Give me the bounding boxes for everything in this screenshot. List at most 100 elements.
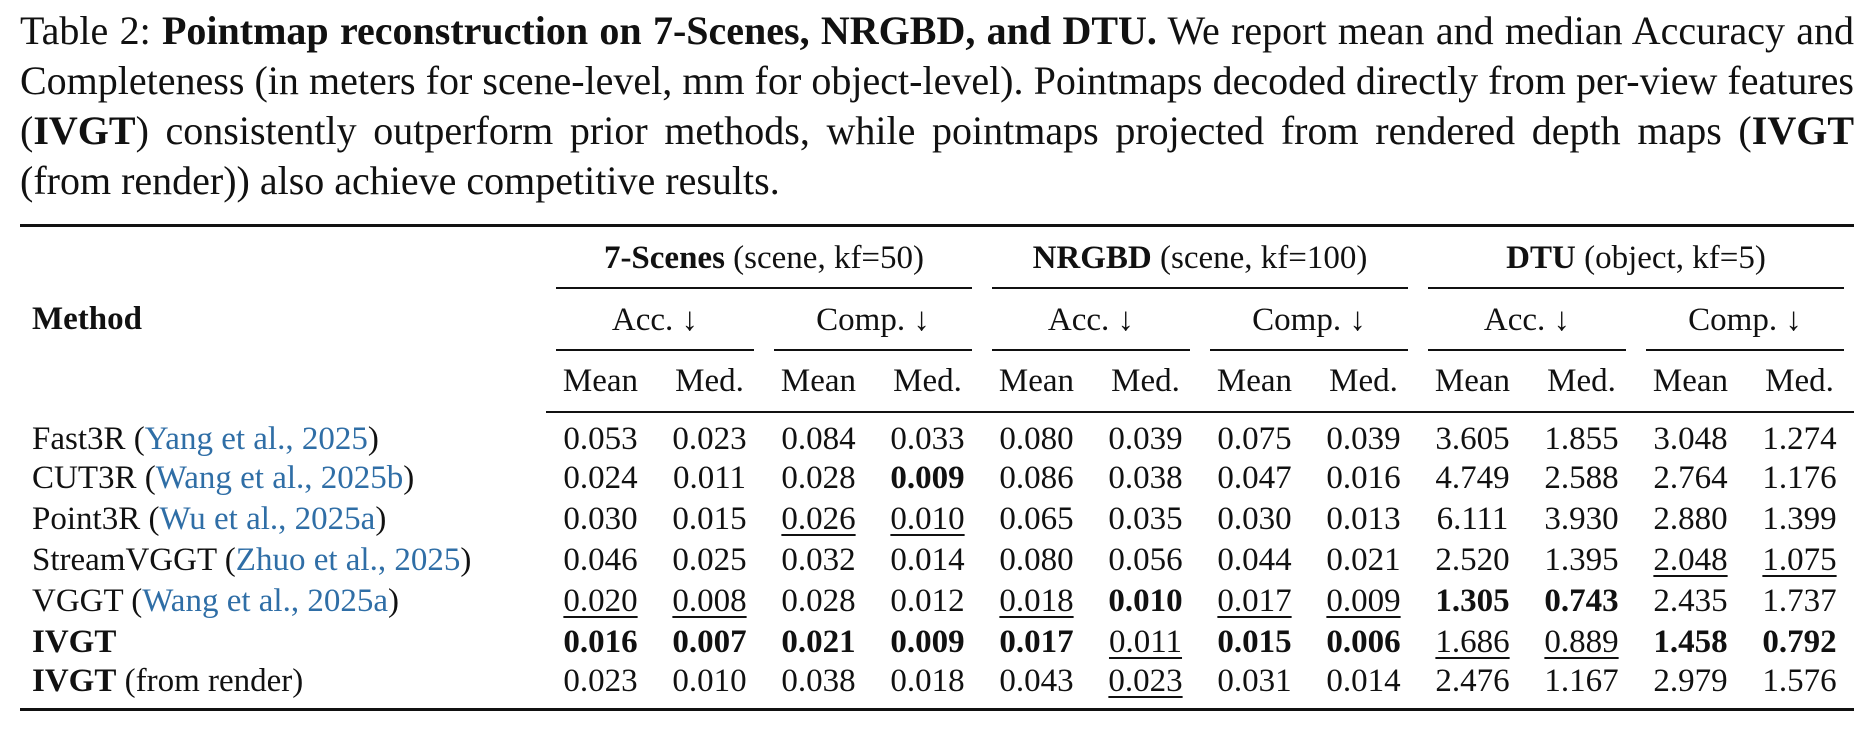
table-row: CUT3R (Wang et al., 2025b) 0.024 0.011 0.02… — [20, 458, 1854, 499]
table-row: VGGT (Wang et al., 2025a) 0.020 0.008 0.028… — [20, 581, 1854, 622]
value-cell: 4.749 — [1418, 458, 1527, 499]
metric-label: Comp. ↓ — [1688, 302, 1802, 338]
caption-text: Pointmap reconstruction on 7-Scenes, NRG… — [162, 8, 1157, 53]
group-header: DTU (object, kf=5) — [1418, 226, 1854, 289]
metric-rule: Comp. ↓ — [1646, 302, 1844, 351]
value: 0.889 — [1544, 624, 1619, 660]
value: 0.047 — [1217, 460, 1292, 496]
value-cell: 1.395 — [1527, 540, 1636, 581]
caption-text: We report mean and median Accuracy and C… — [20, 8, 1855, 153]
value: 0.031 — [1217, 663, 1292, 699]
value-cell: 0.025 — [655, 540, 764, 581]
method-name: VGGT ( — [32, 583, 143, 619]
value-cell: 1.305 — [1418, 581, 1527, 622]
table-row: StreamVGGT (Zhuo et al., 2025) 0.046 0.025… — [20, 540, 1854, 581]
metric-label: Acc. ↓ — [1047, 302, 1135, 338]
metric-header: Acc. ↓ — [1418, 289, 1636, 351]
value-cell: 1.176 — [1745, 458, 1854, 499]
value-cell: 0.021 — [764, 622, 873, 663]
group-rule: NRGBD (scene, kf=100) — [992, 240, 1408, 289]
value-cell: 1.458 — [1636, 622, 1745, 663]
value-cell: 2.880 — [1636, 499, 1745, 540]
value-cell: 0.015 — [1200, 622, 1309, 663]
table-caption: Table 2: Pointmap reconstruction on 7-Sc… — [20, 6, 1854, 206]
method-name: IVGT — [32, 624, 117, 660]
caption-text: (from render)) also achieve competitive … — [20, 158, 780, 203]
method-cell: IVGT (from render) — [20, 663, 546, 710]
value: 0.086 — [999, 460, 1074, 496]
value-cell: 2.588 — [1527, 458, 1636, 499]
value: 0.018 — [890, 663, 965, 699]
stat-header: Mean — [1418, 351, 1527, 413]
value: 0.046 — [563, 542, 638, 578]
value: 0.075 — [1217, 421, 1292, 457]
value-cell: 2.048 — [1636, 540, 1745, 581]
value-cell: 1.855 — [1527, 412, 1636, 458]
value: 0.014 — [890, 542, 965, 578]
value-cell: 0.009 — [1309, 581, 1418, 622]
metric-rule: Comp. ↓ — [774, 302, 972, 351]
value-cell: 0.009 — [873, 458, 982, 499]
value-cell: 2.476 — [1418, 663, 1527, 710]
method-name: Point3R ( — [32, 501, 160, 537]
value: 0.010 — [672, 663, 747, 699]
value: 0.007 — [672, 624, 747, 660]
stat-header: Mean — [982, 351, 1091, 413]
caption-text: IVGT — [1751, 108, 1854, 153]
value: 0.017 — [1217, 583, 1292, 619]
group-detail: (scene, kf=100) — [1151, 240, 1368, 276]
value-cell: 0.033 — [873, 412, 982, 458]
value-cell: 0.018 — [982, 581, 1091, 622]
caption-text: IVGT — [33, 108, 136, 153]
value-cell: 0.010 — [1091, 581, 1200, 622]
value: 0.026 — [781, 501, 856, 537]
value-cell: 0.008 — [655, 581, 764, 622]
value-cell: 0.056 — [1091, 540, 1200, 581]
metric-header: Acc. ↓ — [546, 289, 764, 351]
table-row: IVGT 0.016 0.007 0.021 0.009 0.017 0.011 0.015 0… — [20, 622, 1854, 663]
value: 0.012 — [890, 583, 965, 619]
table-row: Point3R (Wu et al., 2025a) 0.030 0.015 0.02… — [20, 499, 1854, 540]
value: 0.043 — [999, 663, 1074, 699]
citation: Yang et al., 2025 — [144, 420, 368, 457]
value: 0.016 — [563, 624, 638, 660]
metric-rule: Acc. ↓ — [1428, 302, 1626, 351]
value: 1.737 — [1762, 583, 1837, 619]
citation: Wang et al., 2025a — [142, 583, 388, 619]
value-cell: 0.065 — [982, 499, 1091, 540]
value: 0.010 — [1108, 583, 1183, 619]
metric-rule: Acc. ↓ — [556, 302, 754, 351]
value-cell: 3.930 — [1527, 499, 1636, 540]
metric-header: Comp. ↓ — [1636, 289, 1854, 351]
stat-header: Med. — [1309, 351, 1418, 413]
value-cell: 0.018 — [873, 663, 982, 710]
value: 2.979 — [1653, 663, 1728, 699]
value-cell: 0.024 — [546, 458, 655, 499]
value: 1.395 — [1544, 542, 1619, 578]
value-cell: 0.006 — [1309, 622, 1418, 663]
stat-header: Med. — [1527, 351, 1636, 413]
value: 0.084 — [781, 421, 856, 457]
metric-header: Comp. ↓ — [764, 289, 982, 351]
value: 0.025 — [672, 542, 747, 578]
value-cell: 0.009 — [873, 622, 982, 663]
value: 0.006 — [1326, 624, 1401, 660]
caption-text: ) consistently outperform prior methods,… — [135, 108, 1752, 153]
value-cell: 0.792 — [1745, 622, 1854, 663]
metric-label: Comp. ↓ — [1252, 302, 1366, 338]
metric-label: Acc. ↓ — [1483, 302, 1571, 338]
value-cell: 0.038 — [1091, 458, 1200, 499]
value-cell: 0.014 — [1309, 663, 1418, 710]
value: 2.520 — [1435, 542, 1510, 578]
value: 0.016 — [1326, 460, 1401, 496]
value-cell: 0.047 — [1200, 458, 1309, 499]
group-header: 7-Scenes (scene, kf=50) — [546, 226, 982, 289]
value-cell: 0.010 — [873, 499, 982, 540]
stat-header: Mean — [1200, 351, 1309, 413]
value: 0.020 — [563, 583, 638, 619]
value: 0.011 — [1108, 624, 1183, 660]
group-detail: (object, kf=5) — [1575, 240, 1766, 276]
metric-label: Comp. ↓ — [816, 302, 930, 338]
value: 0.792 — [1762, 624, 1837, 660]
value: 1.399 — [1762, 501, 1837, 537]
